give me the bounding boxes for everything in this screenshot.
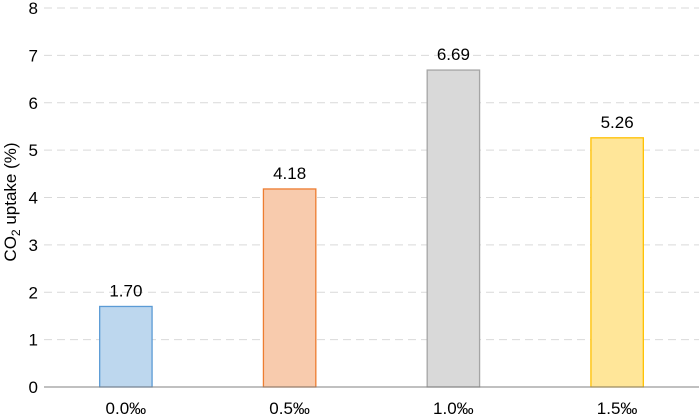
bar [426, 69, 481, 388]
bar [99, 305, 153, 388]
bar [262, 188, 317, 388]
y-tick-label: 3 [29, 236, 38, 255]
y-tick-label: 8 [29, 0, 38, 18]
y-tick-label: 6 [29, 94, 38, 113]
y-tick-label: 7 [29, 46, 38, 65]
x-tick-label: 1.5‰ [597, 399, 638, 418]
x-tick-label: 0.0‰ [106, 399, 147, 418]
x-axis-ticks: 0.0‰ 0.5‰ 1.0‰ 1.5‰ [106, 399, 638, 418]
y-tick-label: 5 [29, 141, 38, 160]
data-label: 5.26 [601, 113, 634, 132]
data-labels: 1.70 4.18 6.69 5.26 [109, 45, 633, 300]
y-tick-label: 4 [29, 189, 38, 208]
bar [590, 137, 644, 388]
data-label: 4.18 [273, 164, 306, 183]
y-axis-label: CO2 uptake (%) [1, 142, 23, 261]
y-tick-label: 2 [29, 283, 38, 302]
y-tick-label: 0 [29, 378, 38, 397]
gridlines [44, 7, 699, 341]
x-tick-label: 0.5‰ [269, 399, 310, 418]
data-label: 6.69 [437, 45, 470, 64]
data-label: 1.70 [109, 281, 142, 300]
y-axis-ticks: 0 1 2 3 4 5 6 7 8 [29, 0, 38, 397]
y-tick-label: 1 [29, 331, 38, 350]
x-tick-label: 1.0‰ [433, 399, 474, 418]
